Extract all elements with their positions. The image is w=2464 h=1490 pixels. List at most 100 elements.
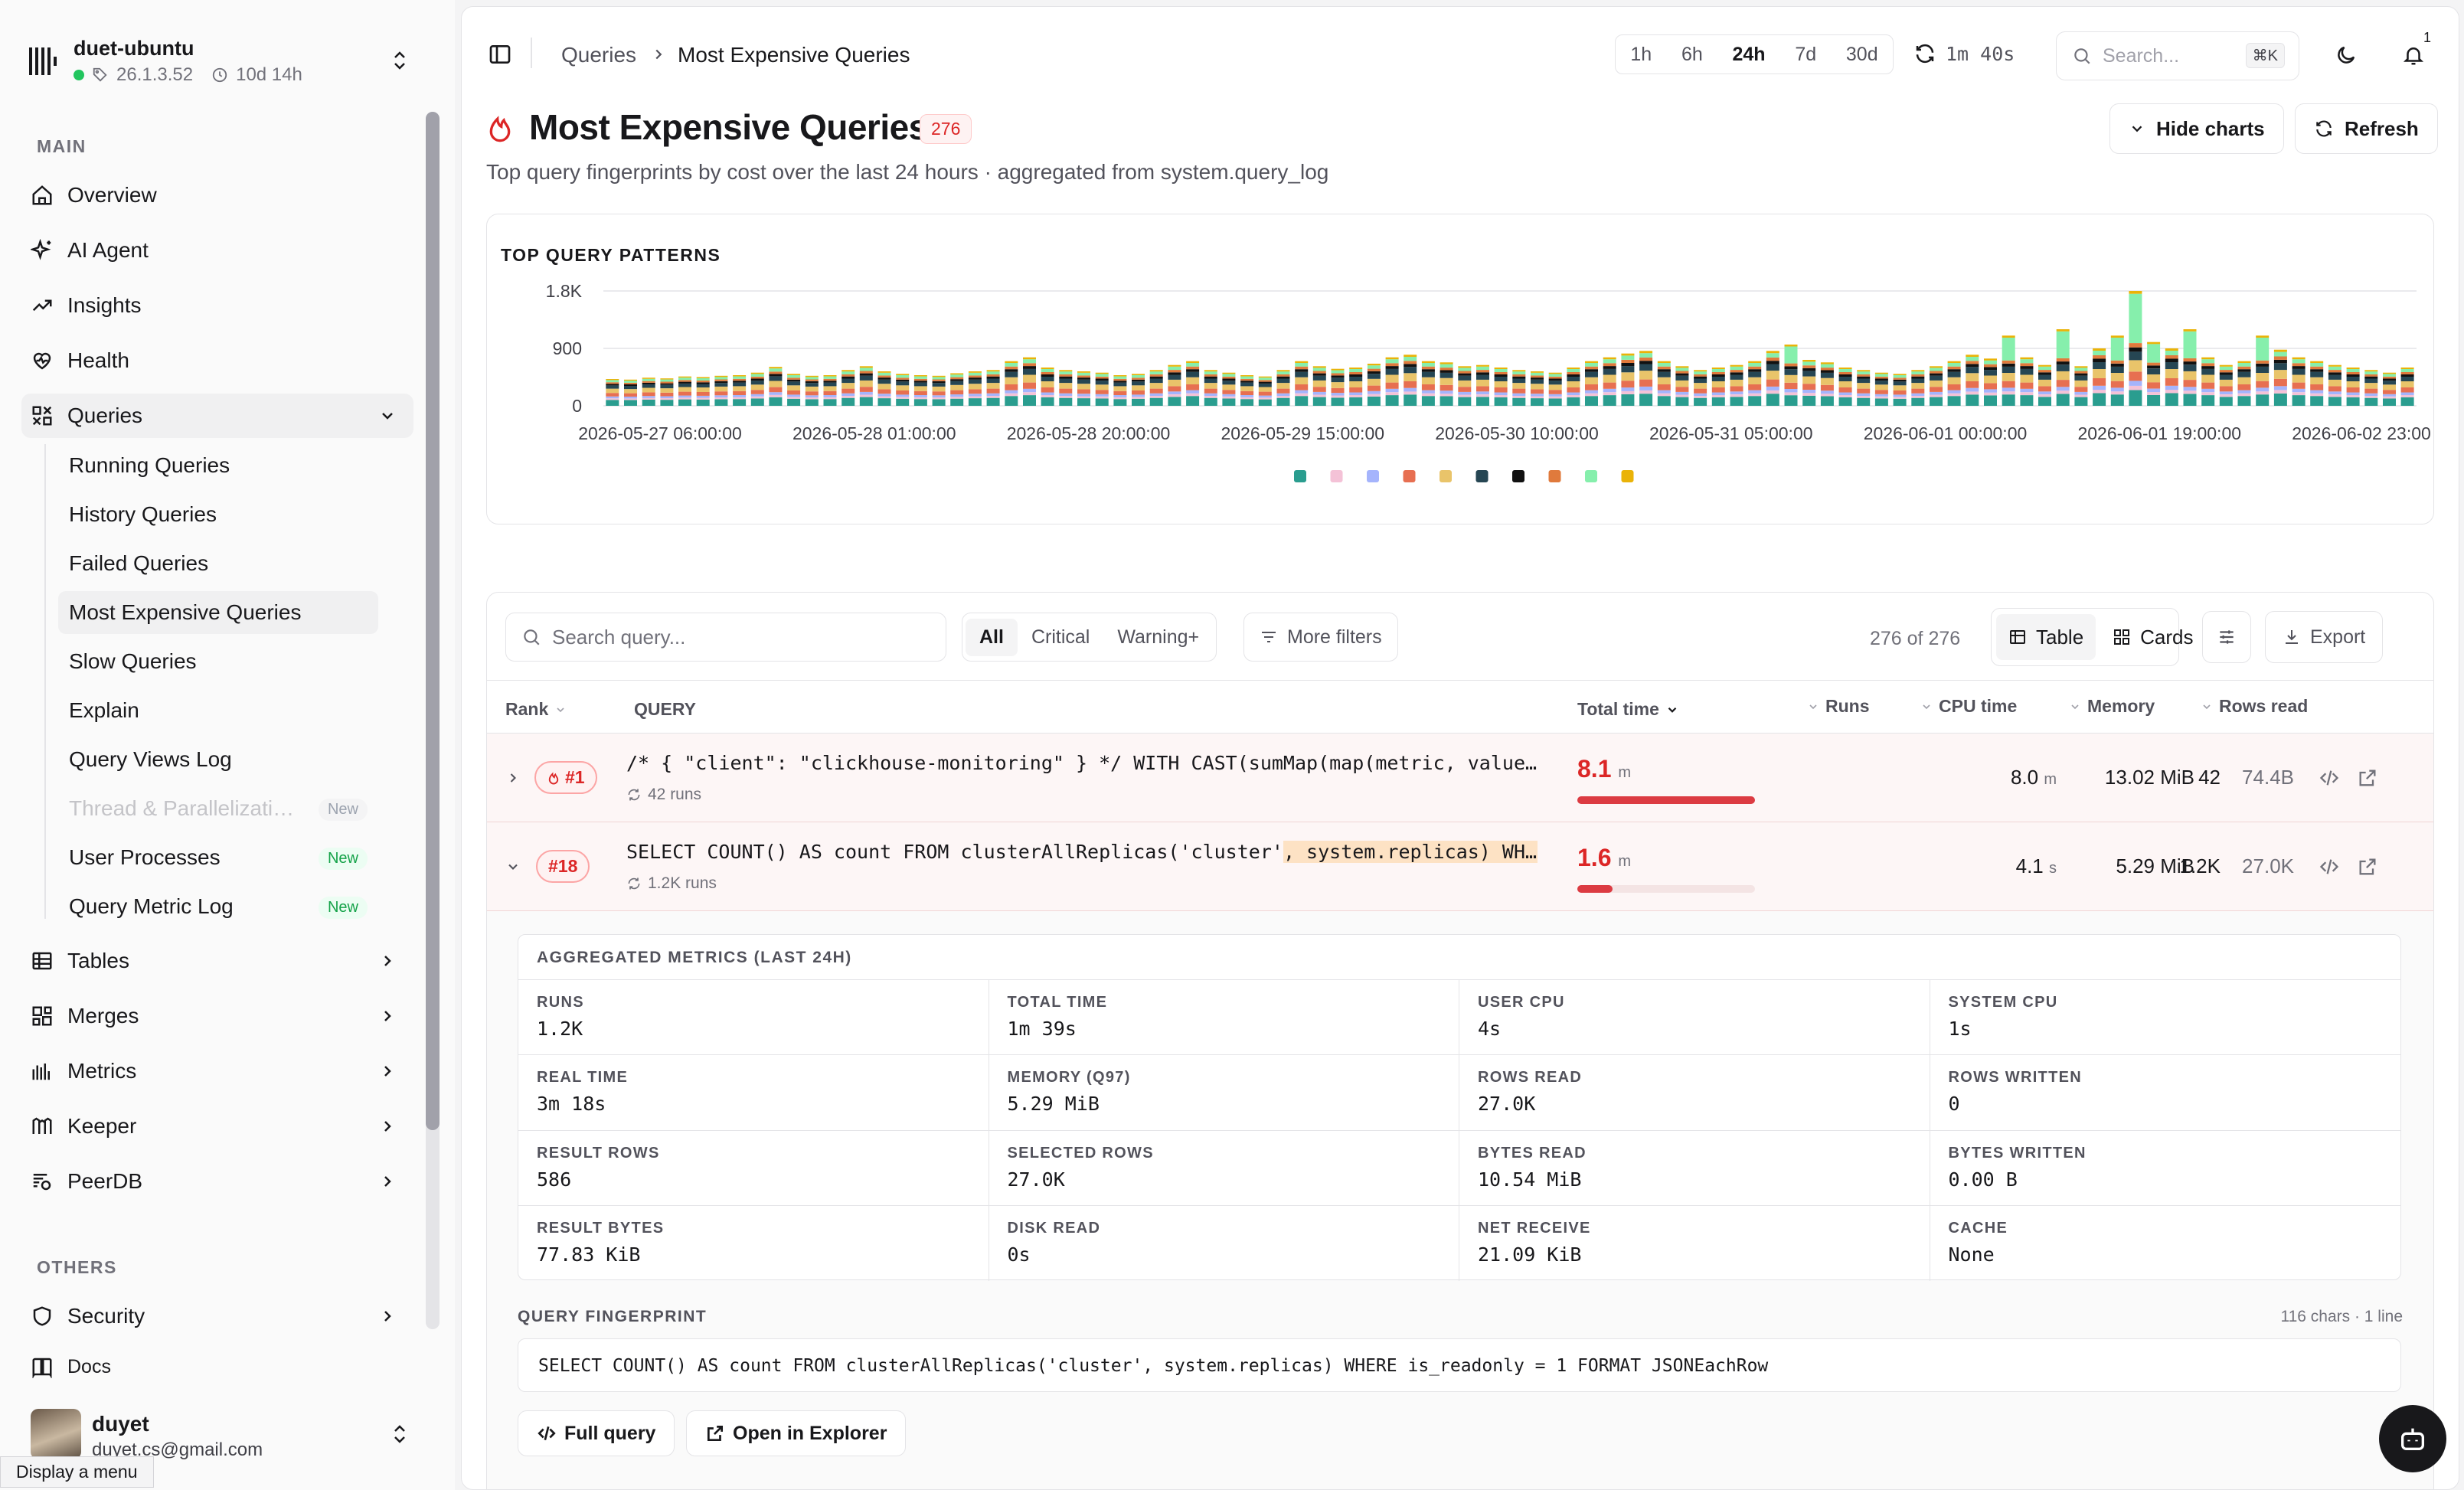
segment-warning-plus[interactable]: Warning+ xyxy=(1117,626,1200,648)
bar-segment xyxy=(1494,387,1508,393)
sidebar-subitem-slow-queries[interactable]: Slow Queries xyxy=(58,640,378,683)
sidebar-subitem-history-queries[interactable]: History Queries xyxy=(58,493,378,536)
sidebar-item-ai-agent[interactable]: AI Agent xyxy=(21,228,413,273)
bar-segment xyxy=(1095,384,1109,390)
bar-segment xyxy=(1857,383,1871,389)
more-filters-button[interactable]: More filters xyxy=(1243,613,1398,662)
bar-segment xyxy=(1512,383,1526,389)
bar-segment xyxy=(1966,381,1979,388)
sidebar-subitem-most-expensive-queries[interactable]: Most Expensive Queries xyxy=(58,591,378,634)
bar-segment xyxy=(1820,362,1834,364)
range-30d[interactable]: 30d xyxy=(1845,43,1878,65)
open-in-explorer-button[interactable]: Open in Explorer xyxy=(686,1410,907,1456)
col-total-time[interactable]: Total time xyxy=(1577,699,1679,720)
code-icon[interactable] xyxy=(2319,767,2340,789)
host-switcher[interactable]: duet-ubuntu 26.1.3.52 10d 14h xyxy=(28,28,426,96)
col-memory[interactable]: Memory xyxy=(2069,696,2155,717)
bar-segment xyxy=(1440,372,1453,378)
moon-icon[interactable] xyxy=(2335,44,2358,67)
sidebar-item-metrics[interactable]: Metrics xyxy=(21,1049,413,1093)
table-row-expanded[interactable]: #18 SELECT COUNT() AS count FROM cluster… xyxy=(487,822,2433,911)
query-search-input[interactable]: Search query... xyxy=(505,613,946,662)
range-7d[interactable]: 7d xyxy=(1795,43,1817,65)
bar-segment xyxy=(1874,398,1888,406)
bell-icon[interactable] xyxy=(2402,44,2425,67)
sidebar-subitem-explain[interactable]: Explain xyxy=(58,689,378,732)
total-time-value: 8.1 m xyxy=(1577,755,1631,783)
sidebar-subitem-running-queries[interactable]: Running Queries xyxy=(58,444,378,487)
sidebar-item-docs[interactable]: Docs xyxy=(21,1345,413,1389)
hide-charts-button[interactable]: Hide charts xyxy=(2109,103,2284,154)
bar-segment xyxy=(1367,368,1381,371)
sidebar-item-insights[interactable]: Insights xyxy=(21,283,413,328)
view-table-button[interactable]: Table xyxy=(1996,614,2096,660)
col-query: QUERY xyxy=(634,699,696,720)
refresh-button[interactable]: Refresh xyxy=(2295,103,2438,154)
sidebar-subitem-failed-queries[interactable]: Failed Queries xyxy=(58,542,378,585)
bar-segment xyxy=(2093,348,2106,351)
bar-segment xyxy=(2183,329,2197,332)
fingerprint-text[interactable]: SELECT COUNT() AS count FROM clusterAllR… xyxy=(518,1338,2401,1392)
bar-segment xyxy=(2056,361,2070,365)
sidebar-item-overview[interactable]: Overview xyxy=(21,173,413,217)
bar-segment xyxy=(1367,394,1381,397)
code-icon[interactable] xyxy=(2319,856,2340,877)
bar-segment xyxy=(2038,391,2051,394)
export-button[interactable]: Export xyxy=(2265,611,2384,663)
chevron-down-icon[interactable] xyxy=(505,859,521,874)
sidebar-subitem-user-processes[interactable]: User Processes New xyxy=(58,836,378,879)
bar-segment xyxy=(2292,368,2306,375)
auto-refresh-timer[interactable]: 1m 40s xyxy=(1913,42,2015,65)
range-6h[interactable]: 6h xyxy=(1681,43,1703,65)
sidebar-item-health[interactable]: Health xyxy=(21,338,413,383)
sidebar-subitem-query-metric-log[interactable]: Query Metric Log New xyxy=(58,885,378,928)
bar-segment xyxy=(2129,347,2142,352)
segment-all[interactable]: All xyxy=(966,618,1018,656)
col-cpu-time[interactable]: CPU time xyxy=(1920,696,2017,717)
sidebar-subitem-thread-parallelization[interactable]: Thread & Parallelizati… New xyxy=(58,787,378,830)
table-row[interactable]: #1 /* { "client": "clickhouse-monitoring… xyxy=(487,734,2433,822)
bar-segment xyxy=(1276,371,1290,374)
bar-segment xyxy=(1621,372,1635,381)
full-query-button[interactable]: Full query xyxy=(518,1410,675,1456)
external-link-icon[interactable] xyxy=(2357,767,2378,789)
sidebar-subitem-query-views-log[interactable]: Query Views Log xyxy=(58,738,378,781)
sidebar-toggle-icon[interactable] xyxy=(488,42,512,67)
col-rank[interactable]: Rank xyxy=(505,699,567,720)
bar-segment xyxy=(1186,371,1200,377)
range-24h[interactable]: 24h xyxy=(1732,43,1766,65)
bar-segment xyxy=(1748,384,1762,390)
bar-segment xyxy=(1041,368,1054,369)
bar-segment xyxy=(1911,374,1925,377)
sidebar-item-merges[interactable]: Merges xyxy=(21,994,413,1038)
breadcrumb-parent[interactable]: Queries xyxy=(561,43,637,67)
sidebar-scrollbar-thumb[interactable] xyxy=(426,112,440,1130)
query-text-highlight: , system.replicas) WHE… xyxy=(1283,841,1538,863)
sidebar-item-tables[interactable]: Tables xyxy=(21,939,413,983)
segment-critical[interactable]: Critical xyxy=(1031,626,1090,648)
sidebar-item-queries[interactable]: Queries xyxy=(21,394,413,438)
sidebar-item-peerdb[interactable]: PeerDB xyxy=(21,1159,413,1204)
bar-segment xyxy=(1531,375,1544,378)
sidebar-item-keeper[interactable]: Keeper xyxy=(21,1104,413,1149)
bar-segment xyxy=(950,397,964,399)
view-cards-button[interactable]: Cards xyxy=(2100,614,2205,660)
bar-segment xyxy=(1077,375,1090,378)
sidebar-item-security[interactable]: Security xyxy=(21,1294,413,1338)
range-1h[interactable]: 1h xyxy=(1630,43,1652,65)
bar-segment xyxy=(2219,394,2233,397)
bar-segment xyxy=(1005,396,1018,406)
bar-segment xyxy=(2383,374,2396,377)
chevron-right-icon[interactable] xyxy=(505,770,521,786)
bar-segment xyxy=(660,383,674,385)
global-search-input[interactable]: Search... ⌘K xyxy=(2056,31,2299,80)
view-table-label: Table xyxy=(2036,625,2084,649)
bar-segment xyxy=(624,384,637,386)
bar-segment xyxy=(2183,358,2197,362)
ai-assistant-button[interactable] xyxy=(2379,1405,2446,1472)
bar-segment xyxy=(1204,374,1217,377)
external-link-icon[interactable] xyxy=(2357,856,2378,877)
col-rows-read[interactable]: Rows read xyxy=(2201,696,2308,717)
col-runs[interactable]: Runs xyxy=(1807,696,1870,717)
column-settings-button[interactable] xyxy=(2202,611,2251,663)
